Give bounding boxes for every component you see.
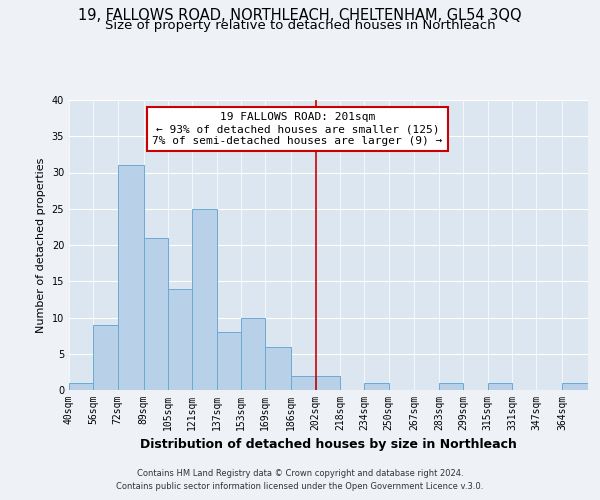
- Text: Contains public sector information licensed under the Open Government Licence v.: Contains public sector information licen…: [116, 482, 484, 491]
- Text: 19, FALLOWS ROAD, NORTHLEACH, CHELTENHAM, GL54 3QQ: 19, FALLOWS ROAD, NORTHLEACH, CHELTENHAM…: [78, 8, 522, 22]
- Bar: [316, 376, 340, 390]
- Bar: [217, 332, 241, 390]
- Bar: [562, 383, 588, 390]
- X-axis label: Distribution of detached houses by size in Northleach: Distribution of detached houses by size …: [140, 438, 517, 452]
- Bar: [69, 383, 94, 390]
- Bar: [143, 238, 168, 390]
- Bar: [118, 165, 143, 390]
- Bar: [94, 325, 118, 390]
- Bar: [364, 383, 389, 390]
- Bar: [439, 383, 463, 390]
- Y-axis label: Number of detached properties: Number of detached properties: [36, 158, 46, 332]
- Text: 19 FALLOWS ROAD: 201sqm
← 93% of detached houses are smaller (125)
7% of semi-de: 19 FALLOWS ROAD: 201sqm ← 93% of detache…: [152, 112, 442, 146]
- Bar: [168, 288, 192, 390]
- Text: Size of property relative to detached houses in Northleach: Size of property relative to detached ho…: [104, 18, 496, 32]
- Bar: [488, 383, 512, 390]
- Bar: [241, 318, 265, 390]
- Bar: [265, 346, 291, 390]
- Text: Contains HM Land Registry data © Crown copyright and database right 2024.: Contains HM Land Registry data © Crown c…: [137, 468, 463, 477]
- Bar: [192, 209, 217, 390]
- Bar: [291, 376, 316, 390]
